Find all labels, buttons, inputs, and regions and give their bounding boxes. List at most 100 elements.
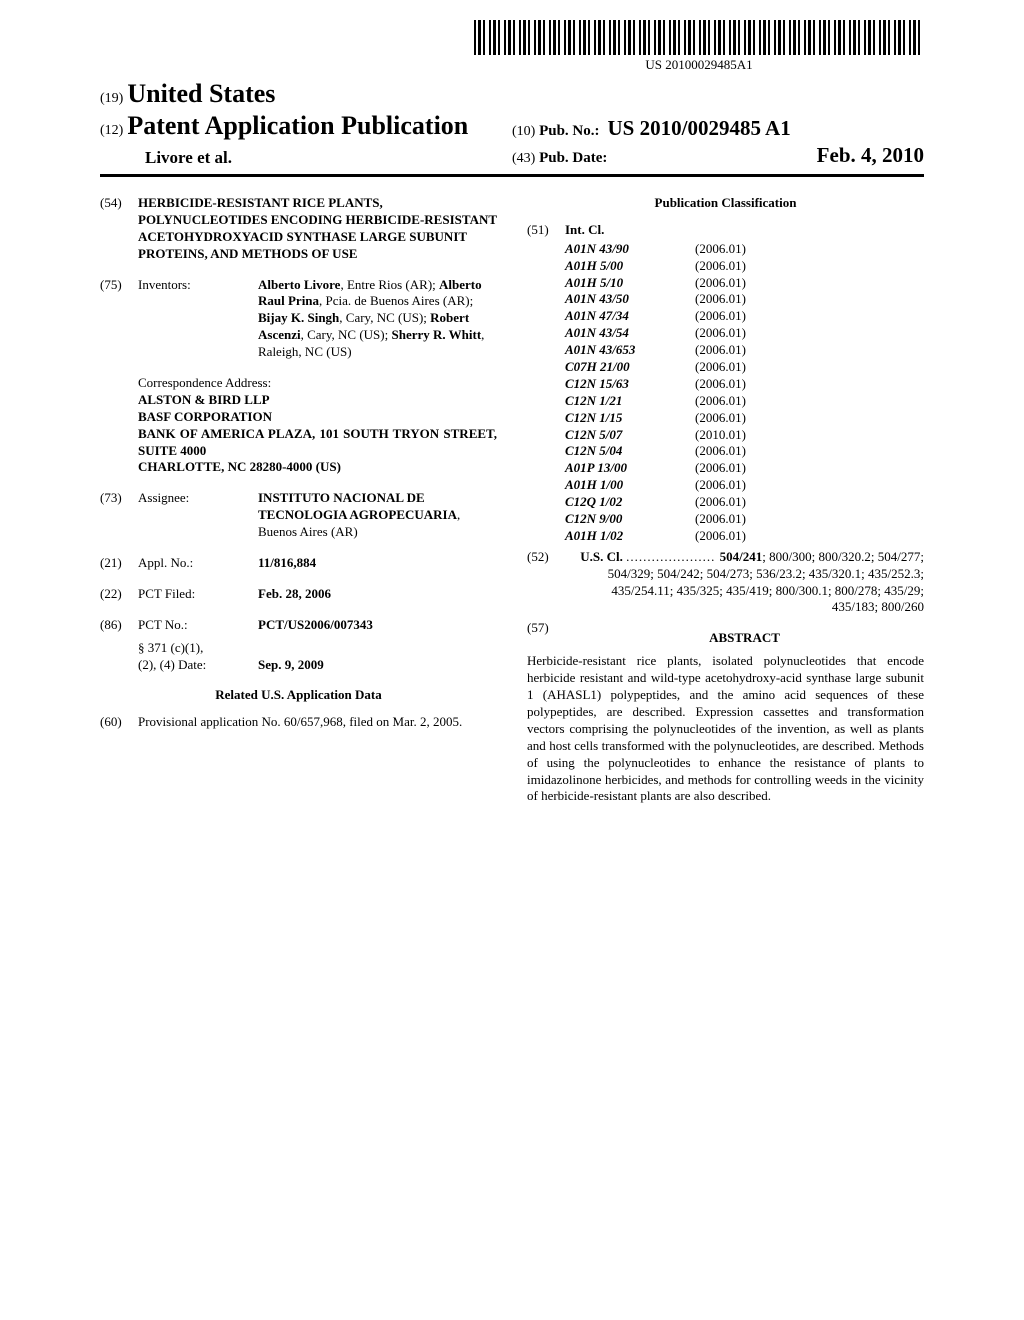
uscl-lead: 504/241 [720,549,763,564]
correspondence-label: Correspondence Address: [138,375,497,392]
intcl-code: A01H 1/00 [565,477,695,494]
code-75: (75) [100,277,138,361]
s371-label-1: § 371 (c)(1), [138,640,258,657]
s371-value: Sep. 9, 2009 [258,657,497,674]
pct-filed-field: (22) PCT Filed: Feb. 28, 2006 [100,586,497,603]
code-60: (60) [100,714,138,731]
authors-line: Livore et al. [100,148,512,168]
pub-date-value: Feb. 4, 2010 [817,143,924,168]
intcl-row: A01H 5/10(2006.01) [565,275,924,292]
intcl-year: (2006.01) [695,511,924,528]
intcl-year: (2006.01) [695,393,924,410]
intcl-year: (2006.01) [695,376,924,393]
correspondence-line-3: CHARLOTTE, NC 28280-4000 (US) [138,459,497,476]
pub-date-row: (43) Pub. Date: Feb. 4, 2010 [512,143,924,168]
inventors-value: Alberto Livore, Entre Rios (AR); Alberto… [258,277,497,361]
country: United States [127,79,275,108]
intcl-code: C07H 21/00 [565,359,695,376]
intcl-code: A01H 5/00 [565,258,695,275]
intcl-row: C12N 9/00(2006.01) [565,511,924,528]
intcl-year: (2006.01) [695,291,924,308]
abstract-heading: ABSTRACT [565,630,924,647]
intcl-year: (2006.01) [695,460,924,477]
intcl-year: (2006.01) [695,241,924,258]
intcl-year: (2010.01) [695,427,924,444]
intcl-code: A01N 43/653 [565,342,695,359]
inventors-field: (75) Inventors: Alberto Livore, Entre Ri… [100,277,497,361]
assignee-value: INSTITUTO NACIONAL DE TECNOLOGIA AGROPEC… [258,490,497,541]
intcl-code: A01N 43/90 [565,241,695,258]
correspondence-line-2: BANK OF AMERICA PLAZA, 101 SOUTH TRYON S… [138,426,497,460]
code-51: (51) [527,222,565,239]
appl-field: (21) Appl. No.: 11/816,884 [100,555,497,572]
intcl-row: A01N 47/34(2006.01) [565,308,924,325]
intcl-row: A01N 43/50(2006.01) [565,291,924,308]
pct-no-value: PCT/US2006/007343 [258,617,497,634]
intcl-year: (2006.01) [695,494,924,511]
assignee-label: Assignee: [138,490,258,541]
barcode-area: US 20100029485A1 [100,20,924,74]
barcode-text: US 20100029485A1 [474,57,924,73]
intcl-row: A01H 1/00(2006.01) [565,477,924,494]
s371-label-2: (2), (4) Date: [138,657,258,674]
intcl-row: A01N 43/653(2006.01) [565,342,924,359]
code-22: (22) [100,586,138,603]
intcl-row: A01H 5/00(2006.01) [565,258,924,275]
header-row-1: (19) United States [100,79,924,109]
intcl-row: A01N 43/54(2006.01) [565,325,924,342]
intcl-row: C12Q 1/02(2006.01) [565,494,924,511]
code-10: (10) [512,124,535,140]
s371-field: § 371 (c)(1), (2), (4) Date: Sep. 9, 200… [100,640,497,674]
uscl-label: U.S. Cl. [580,549,623,564]
pct-no-field: (86) PCT No.: PCT/US2006/007343 [100,617,497,634]
header-row-3: Livore et al. (43) Pub. Date: Feb. 4, 20… [100,143,924,168]
uscl-value: U.S. Cl. ..................... 504/241; … [565,549,924,617]
appl-value: 11/816,884 [258,555,497,572]
intcl-year: (2006.01) [695,258,924,275]
intcl-year: (2006.01) [695,308,924,325]
divider [100,174,924,177]
intcl-code: C12N 5/04 [565,443,695,460]
classification-heading: Publication Classification [527,195,924,212]
intcl-code: C12Q 1/02 [565,494,695,511]
intcl-row: C12N 1/15(2006.01) [565,410,924,427]
related-field: (60) Provisional application No. 60/657,… [100,714,497,731]
correspondence-line-0: ALSTON & BIRD LLP [138,392,497,409]
body-columns: (54) HERBICIDE-RESISTANT RICE PLANTS, PO… [100,195,924,805]
intcl-code: A01P 13/00 [565,460,695,477]
intcl-field: (51) Int. Cl. [527,222,924,239]
title-text: HERBICIDE-RESISTANT RICE PLANTS, POLYNUC… [138,195,497,263]
pub-no-label: Pub. No.: [539,123,599,140]
inventors-label: Inventors: [138,277,258,361]
intcl-row: C12N 5/04(2006.01) [565,443,924,460]
related-text: Provisional application No. 60/657,968, … [138,714,497,731]
intcl-row: C07H 21/00(2006.01) [565,359,924,376]
barcode: US 20100029485A1 [474,20,924,73]
intcl-year: (2006.01) [695,528,924,545]
pub-type: Patent Application Publication [127,111,468,140]
correspondence-block: Correspondence Address: ALSTON & BIRD LL… [138,375,497,476]
code-43: (43) [512,151,535,167]
pub-no-value: US 2010/0029485 A1 [608,116,791,141]
intcl-row: C12N 1/21(2006.01) [565,393,924,410]
appl-label: Appl. No.: [138,555,258,572]
intcl-code: A01H 1/02 [565,528,695,545]
pub-no-row: (10) Pub. No.: US 2010/0029485 A1 [512,116,924,141]
intcl-code: C12N 15/63 [565,376,695,393]
intcl-code: A01H 5/10 [565,275,695,292]
intcl-label: Int. Cl. [565,222,924,239]
code-19: (19) [100,91,123,106]
pub-date-label: Pub. Date: [539,150,607,167]
uscl-dots: ..................... [626,549,720,564]
code-57: (57) [527,620,565,653]
intcl-code: A01N 47/34 [565,308,695,325]
code-21: (21) [100,555,138,572]
intcl-year: (2006.01) [695,477,924,494]
assignee-field: (73) Assignee: INSTITUTO NACIONAL DE TEC… [100,490,497,541]
pct-filed-value: Feb. 28, 2006 [258,586,497,603]
title-field: (54) HERBICIDE-RESISTANT RICE PLANTS, PO… [100,195,497,263]
barcode-bars [474,20,924,55]
right-column: Publication Classification (51) Int. Cl.… [527,195,924,805]
code-54: (54) [100,195,138,263]
intcl-year: (2006.01) [695,342,924,359]
